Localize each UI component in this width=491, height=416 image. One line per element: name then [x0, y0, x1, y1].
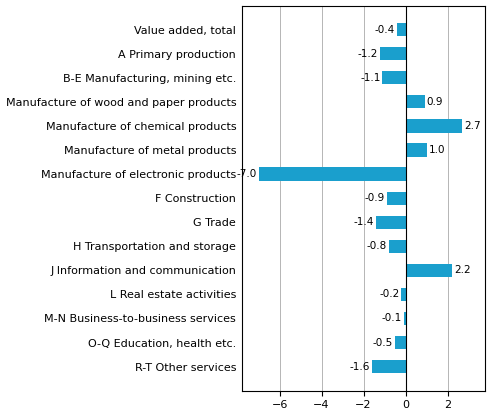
Bar — [259, 168, 406, 181]
Text: -0.1: -0.1 — [381, 314, 402, 324]
Bar — [376, 215, 406, 229]
Bar — [406, 144, 427, 157]
Text: -1.1: -1.1 — [360, 73, 381, 83]
Bar — [406, 264, 452, 277]
Text: -0.4: -0.4 — [375, 25, 395, 35]
Bar — [406, 119, 463, 133]
Bar — [404, 312, 406, 325]
Text: -7.0: -7.0 — [236, 169, 256, 179]
Text: 2.2: 2.2 — [454, 265, 470, 275]
Text: -0.5: -0.5 — [373, 337, 393, 347]
Text: -0.9: -0.9 — [364, 193, 384, 203]
Bar — [382, 71, 406, 84]
Bar — [389, 240, 406, 253]
Text: 1.0: 1.0 — [429, 145, 445, 155]
Text: -1.2: -1.2 — [358, 49, 378, 59]
Text: 0.9: 0.9 — [427, 97, 443, 107]
Text: -1.6: -1.6 — [350, 362, 370, 371]
Bar — [381, 47, 406, 60]
Bar — [402, 288, 406, 301]
Bar — [406, 95, 425, 109]
Bar — [395, 336, 406, 349]
Text: 2.7: 2.7 — [464, 121, 481, 131]
Bar — [372, 360, 406, 373]
Bar — [397, 23, 406, 36]
Text: -0.8: -0.8 — [366, 241, 387, 251]
Bar — [387, 191, 406, 205]
Text: -1.4: -1.4 — [354, 217, 374, 227]
Text: -0.2: -0.2 — [379, 290, 399, 300]
